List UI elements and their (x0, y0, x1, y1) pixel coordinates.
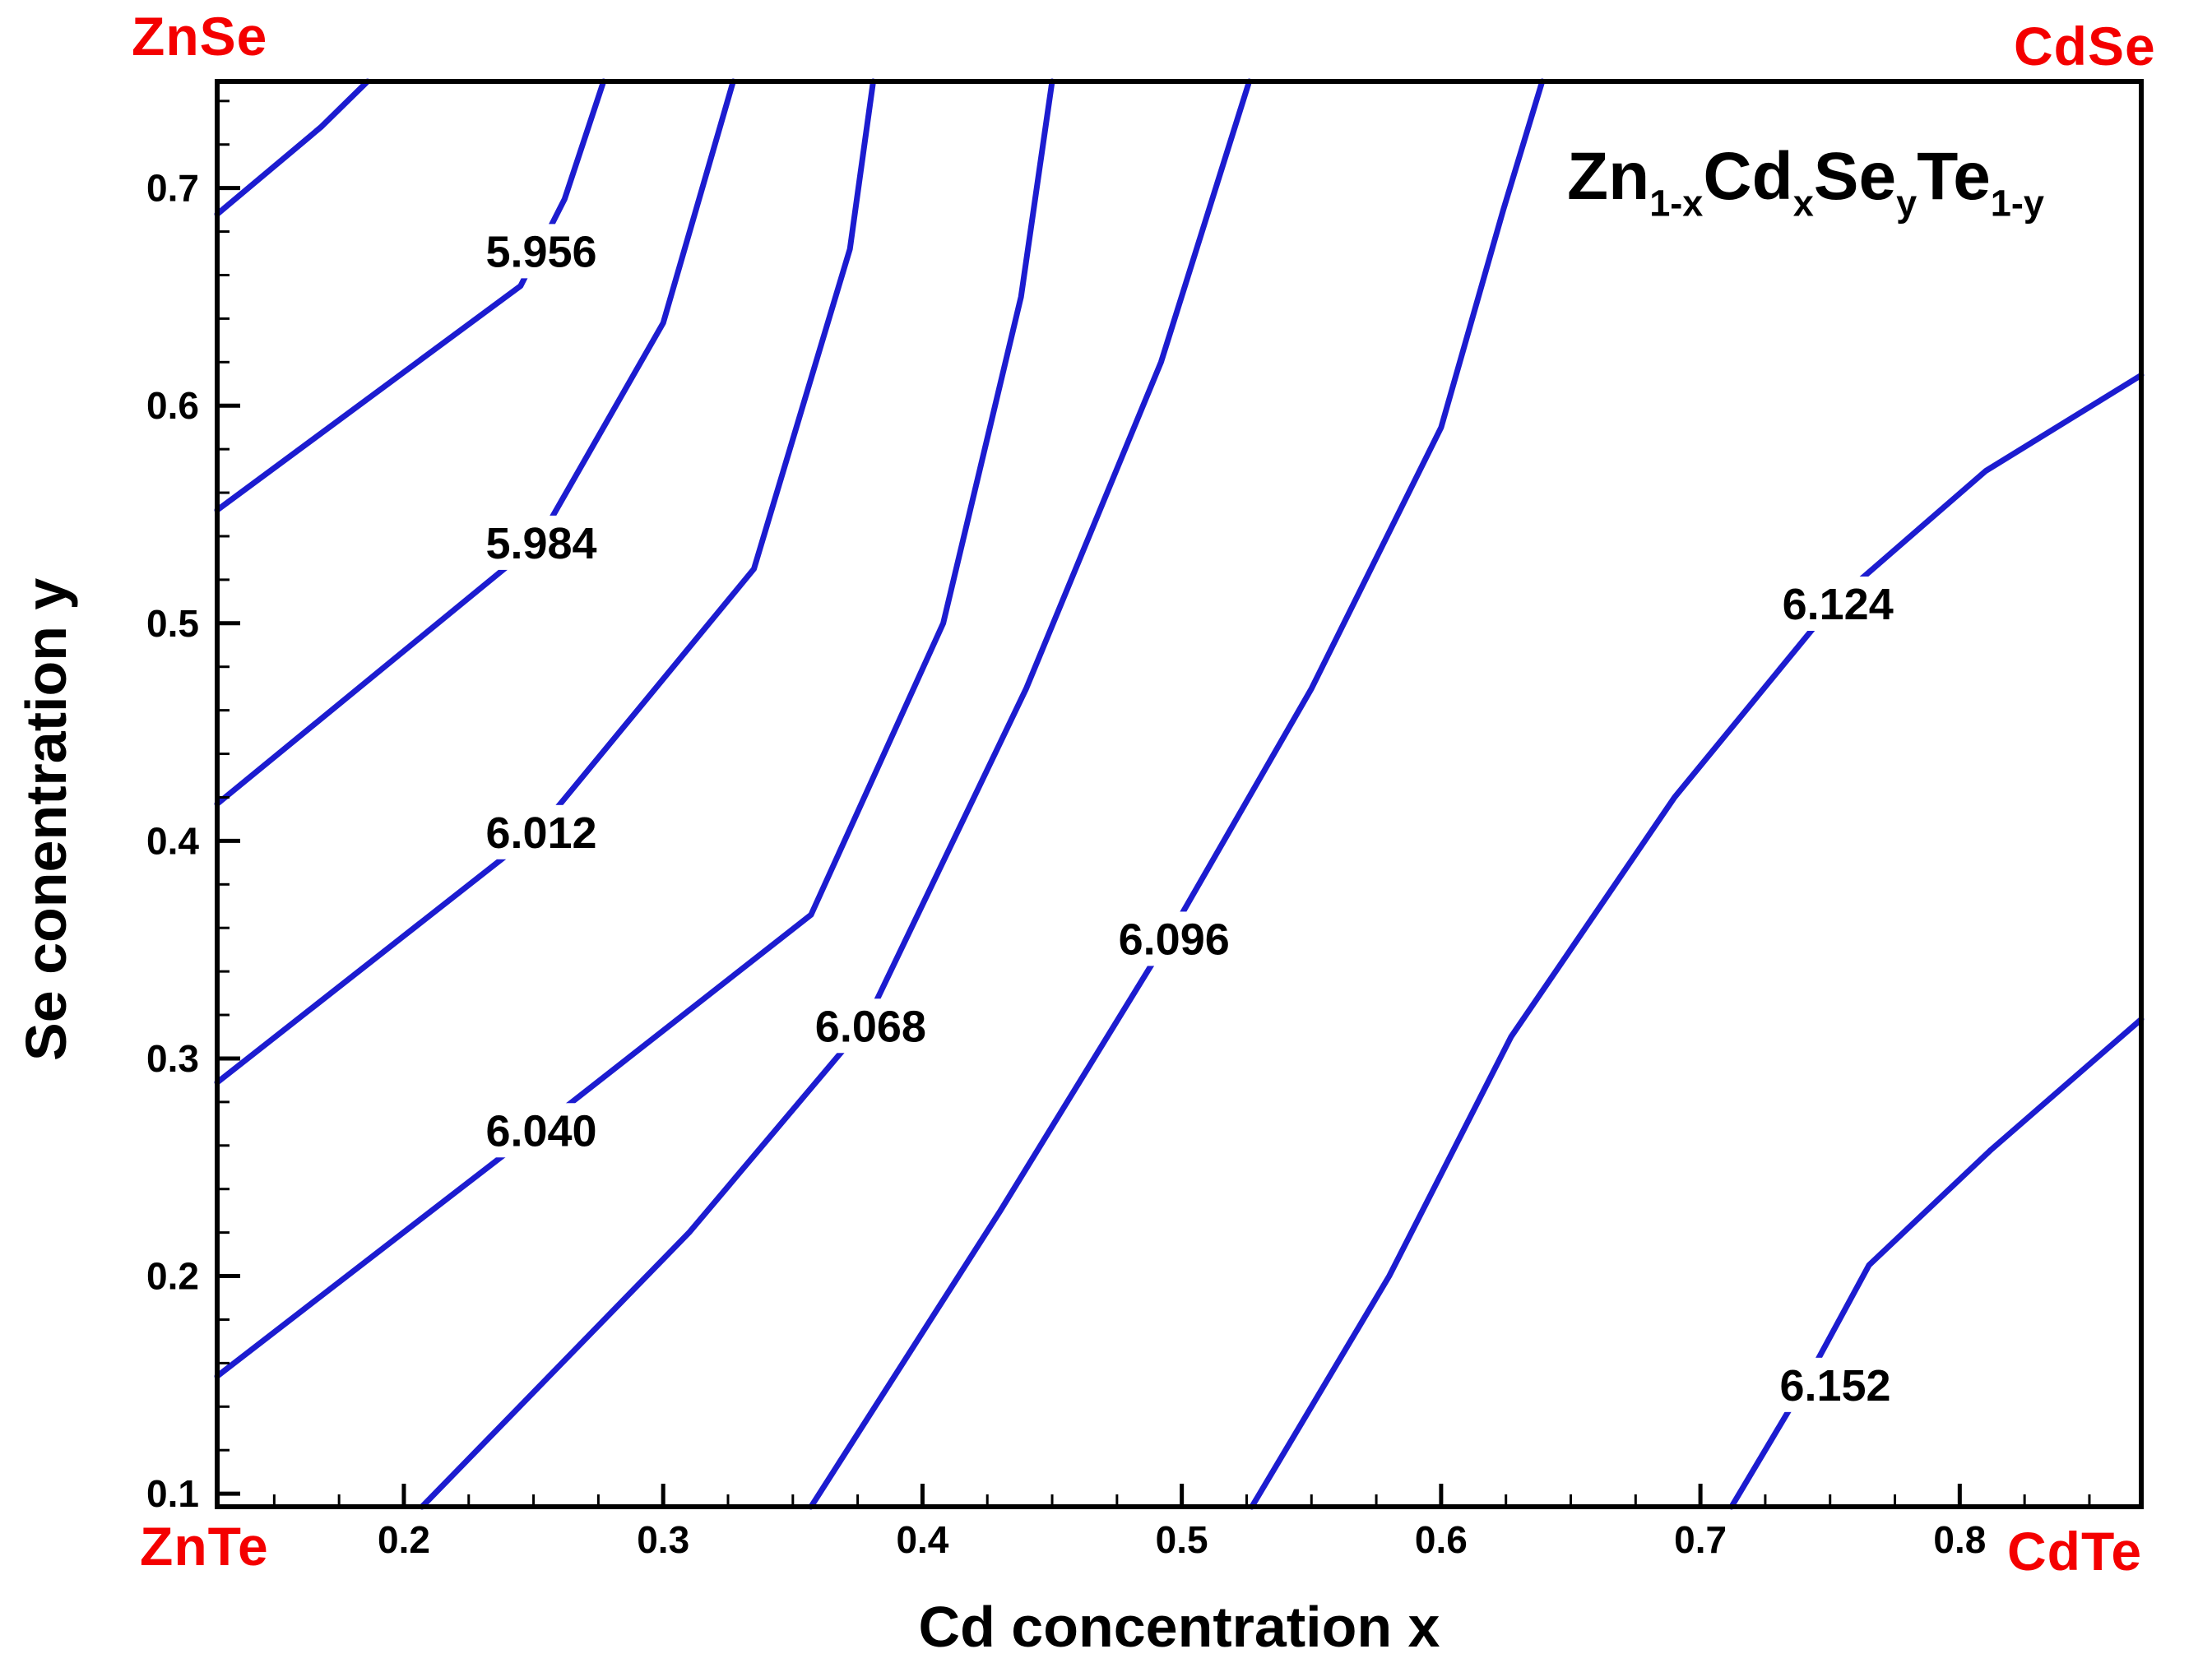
corner-label-cdse: CdSe (2014, 16, 2156, 76)
contour-line-5.984 (214, 78, 736, 807)
contour-label-mask (469, 804, 614, 859)
contour-label-mask (798, 998, 944, 1054)
contour-line-6.096 (808, 78, 1546, 1510)
contour-line-5.928 (214, 78, 371, 217)
y-tick-label: 0.5 (146, 602, 199, 645)
contour-line-6.152 (1728, 1016, 2145, 1510)
contour-label-6.124: 6.124 (1783, 580, 1894, 629)
y-tick-label: 0.6 (146, 384, 199, 427)
contour-line-6.124 (1249, 372, 2145, 1510)
formula-element: Te (1917, 139, 1991, 214)
x-tick-label: 0.2 (378, 1518, 430, 1561)
x-tick-label: 0.6 (1415, 1518, 1468, 1561)
y-axis-title: Se conentration y (14, 577, 78, 1061)
contour-label-mask (469, 1103, 614, 1158)
formula-subscript: x (1792, 182, 1814, 225)
corner-label-znte: ZnTe (140, 1516, 269, 1577)
plot-title-formula: Zn1-xCdxSeyTe1-y (1567, 138, 2044, 225)
contour-line-6.04 (214, 78, 1055, 1379)
contour-label-mask (1101, 911, 1247, 966)
contour-label-mask (469, 224, 614, 279)
y-tick-label: 0.4 (146, 819, 199, 862)
y-tick-label: 0.3 (146, 1037, 199, 1080)
contour-label-6.096: 6.096 (1119, 915, 1230, 964)
corner-label-znse: ZnSe (132, 6, 268, 67)
formula-element: Se (1813, 139, 1897, 214)
contour-label-6.012: 6.012 (485, 808, 596, 858)
y-tick-label: 0.1 (146, 1472, 199, 1515)
x-axis-title: Cd concentration x (918, 1595, 1440, 1659)
contour-label-5.956: 5.956 (485, 227, 596, 276)
x-tick-label: 0.8 (1933, 1518, 1986, 1561)
plot-background (217, 81, 2141, 1507)
x-tick-label: 0.7 (1674, 1518, 1727, 1561)
corner-label-cdte: CdTe (2007, 1521, 2143, 1582)
contour-label-5.984: 5.984 (485, 519, 596, 568)
formula-subscript: 1-y (1990, 182, 2044, 225)
x-tick-label: 0.3 (637, 1518, 689, 1561)
formula-element: Cd (1703, 139, 1793, 214)
contour-label-6.04: 6.040 (485, 1106, 596, 1156)
contour-label-6.152: 6.152 (1779, 1361, 1890, 1411)
formula-subscript: y (1896, 182, 1918, 225)
contour-line-6.068 (419, 78, 1253, 1510)
contour-label-mask (1763, 1357, 1908, 1412)
contour-line-6.012 (214, 78, 876, 1086)
contour-label-mask (1765, 576, 1911, 631)
formula-element: Zn (1567, 139, 1650, 214)
y-tick-label: 0.7 (146, 167, 199, 210)
contour-label-6.068: 6.068 (815, 1002, 926, 1051)
contour-label-mask (469, 515, 614, 570)
plot-frame (215, 79, 2144, 1509)
y-tick-label: 0.2 (146, 1255, 199, 1298)
x-tick-label: 0.5 (1156, 1518, 1208, 1561)
formula-subscript: 1-x (1649, 182, 1704, 225)
x-tick-label: 0.4 (896, 1518, 948, 1561)
